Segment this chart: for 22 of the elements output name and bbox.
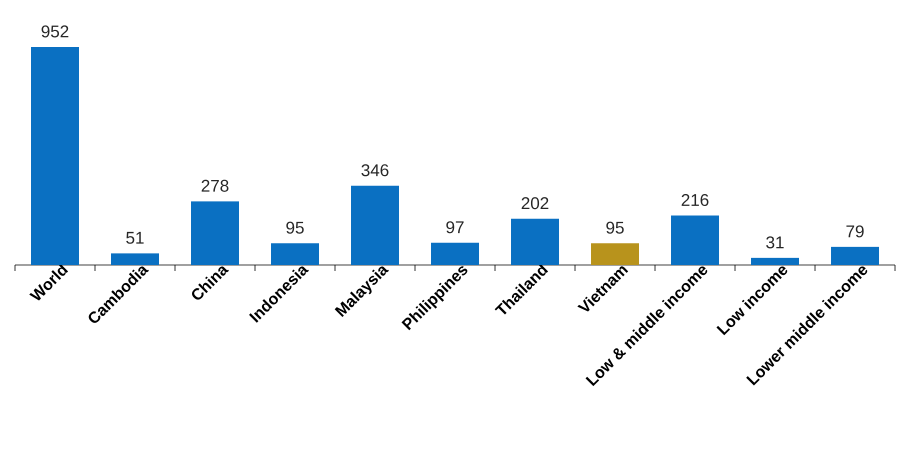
data-label: 95 bbox=[606, 222, 624, 234]
data-label: 97 bbox=[446, 221, 464, 234]
bar bbox=[31, 46, 79, 265]
data-label: 95 bbox=[286, 222, 304, 234]
bar bbox=[431, 242, 480, 265]
data-label: 346 bbox=[361, 164, 388, 176]
bar bbox=[191, 201, 240, 265]
data-label: 31 bbox=[766, 236, 784, 248]
data-label: 216 bbox=[682, 194, 708, 206]
bar bbox=[111, 253, 159, 265]
bar bbox=[351, 186, 400, 265]
bar bbox=[751, 258, 800, 265]
data-label: 952 bbox=[42, 25, 68, 38]
bar bbox=[591, 243, 640, 265]
data-label: 51 bbox=[126, 232, 144, 244]
bar bbox=[671, 216, 720, 265]
data-label: 79 bbox=[846, 225, 864, 238]
bar bbox=[271, 243, 320, 265]
bar bbox=[831, 246, 880, 265]
bar bbox=[511, 218, 560, 265]
data-label: 278 bbox=[202, 180, 228, 192]
data-label: 202 bbox=[522, 197, 548, 210]
